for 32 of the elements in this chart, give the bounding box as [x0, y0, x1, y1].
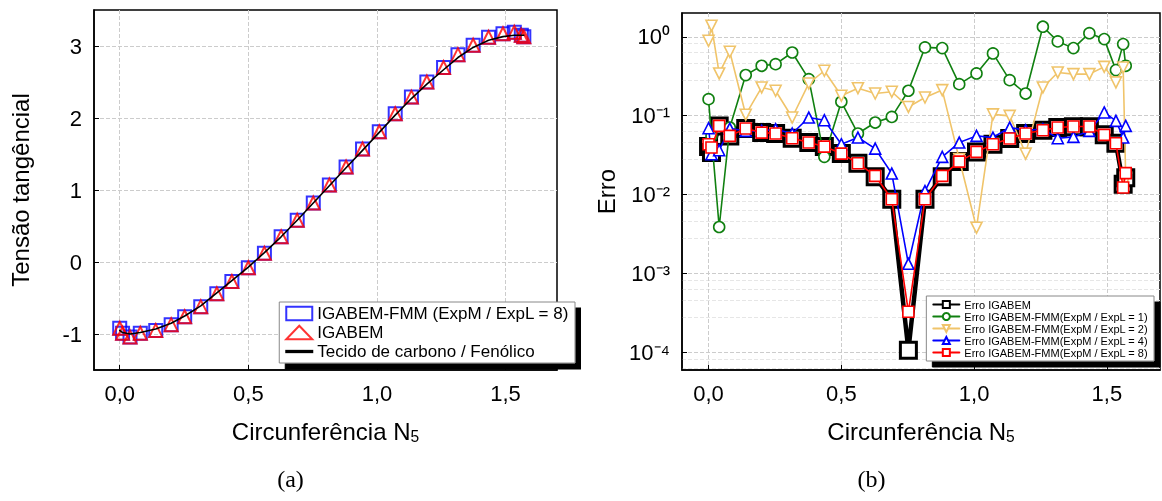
y-axis-title: Erro	[592, 168, 620, 215]
x-axis-title: Circunferência N5	[231, 417, 420, 446]
x-tick-label: 0,0	[693, 380, 724, 406]
text: (a)	[277, 466, 304, 492]
x-tick-label: 1,0	[361, 380, 393, 406]
legend-label: Erro IGABEM	[964, 298, 1031, 311]
y-tick-label: 10⁻³	[631, 261, 670, 287]
y-tick-label: -1	[62, 321, 82, 347]
legend-label: IGABEM	[317, 323, 384, 342]
legend-label: Erro IGABEM-FMM(ExpM / ExpL = 2)	[964, 322, 1148, 335]
y-tick-label: 3	[69, 33, 82, 59]
x-tick-label: 0,5	[233, 380, 264, 406]
legend-label: IGABEM-FMM (ExpM / ExpL = 8)	[317, 304, 569, 323]
x-axis-title: Circunferência N5	[827, 417, 1016, 446]
legend-label: Erro IGABEM-FMM(ExpM / ExpL = 8)	[964, 346, 1148, 359]
text: (b)	[857, 466, 886, 492]
y-axis-title: Tensão tangêncial	[6, 93, 34, 287]
y-tick-label: 10⁻⁴	[629, 339, 670, 365]
legend-label: Erro IGABEM-FMM(ExpM / ExpL = 4)	[964, 334, 1148, 347]
legend-label: Erro IGABEM-FMM(ExpM / ExpL = 1)	[964, 310, 1148, 323]
x-tick-label: 1,0	[958, 380, 990, 406]
y-tick-label: 2	[69, 105, 82, 131]
legend-label: Tecido de carbono / Fenólico	[317, 342, 535, 361]
x-tick-label: 1,5	[1091, 380, 1123, 406]
y-tick-label: 10⁻²	[631, 182, 670, 208]
y-tick-label: 10⁰	[637, 24, 670, 50]
y-tick-label: 1	[69, 177, 82, 203]
x-tick-label: 0,0	[104, 380, 136, 406]
x-tick-label: 1,5	[490, 380, 521, 406]
y-tick-label: 0	[69, 249, 82, 275]
x-tick-label: 0,5	[826, 380, 857, 406]
y-tick-label: 10⁻¹	[631, 103, 670, 129]
